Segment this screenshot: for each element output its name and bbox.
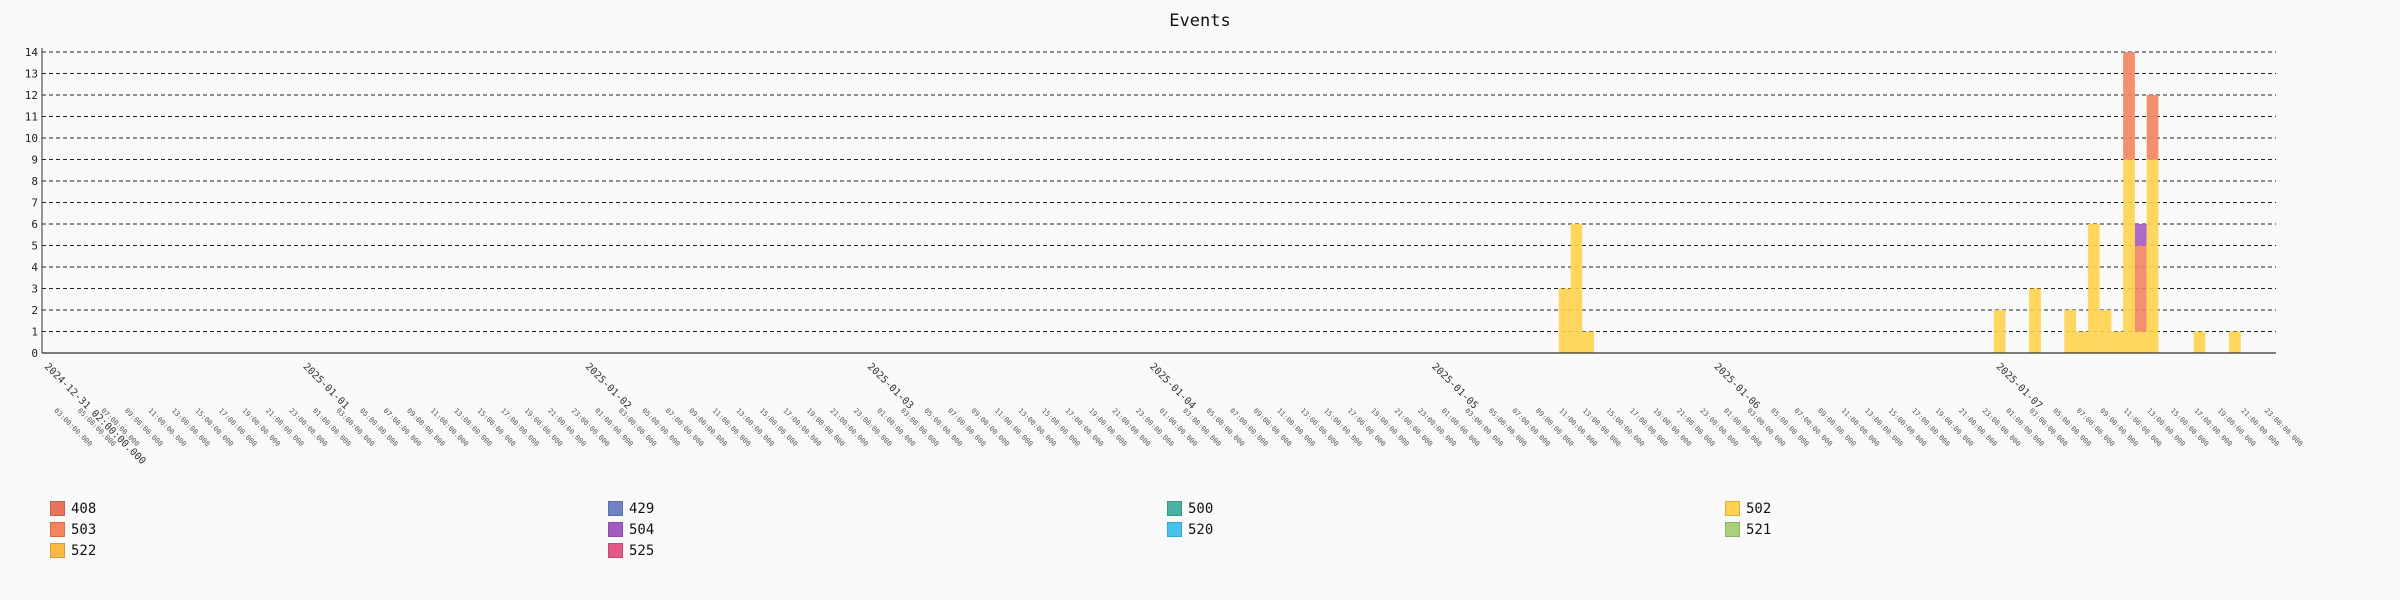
y-tick-label: 3 (31, 283, 38, 296)
bar-503 (2134, 245, 2147, 332)
x-date-tick-label: 2025-01-07 (1994, 361, 2044, 411)
chart-title: Events (1169, 11, 1230, 31)
legend-label: 525 (629, 542, 655, 559)
y-tick-label: 4 (31, 261, 38, 274)
bar-503 (2146, 95, 2159, 160)
legend-label: 503 (71, 521, 97, 538)
y-tick-label: 7 (31, 197, 38, 210)
legend-label: 502 (1746, 500, 1772, 517)
y-tick-label: 13 (25, 68, 38, 81)
legend-label: 429 (629, 500, 655, 517)
x-date-tick-label: 2025-01-03 (865, 361, 915, 411)
bar-502 (2123, 159, 2135, 353)
bar-502 (1570, 224, 1583, 353)
bar-502 (2029, 288, 2041, 353)
x-date-tick-label: 2025-01-04 (1147, 361, 1197, 411)
y-tick-label: 12 (25, 89, 38, 102)
legend-swatch (1167, 522, 1182, 537)
y-tick-label: 0 (31, 347, 38, 360)
legend-swatch (1725, 501, 1740, 516)
grid-lines (42, 51, 2276, 333)
bar-502 (1582, 331, 1595, 353)
legend-label: 520 (1188, 521, 1214, 538)
x-date-tick-label: 2025-01-01 (301, 361, 351, 411)
legend-swatch (1725, 522, 1740, 537)
x-date-tick-label: 2025-01-05 (1429, 361, 1479, 411)
bar-504 (2134, 224, 2147, 246)
legend-swatch (608, 522, 623, 537)
bar-503 (2123, 52, 2135, 160)
legend-row: 503 504 520 521 (50, 519, 2350, 540)
bar-502 (2099, 310, 2112, 353)
legend-item-525[interactable]: 525 (608, 540, 654, 561)
legend-label: 521 (1746, 521, 1772, 538)
legend-swatch (50, 543, 65, 558)
legend-item-520[interactable]: 520 (1167, 519, 1213, 540)
legend-item-522[interactable]: 522 (50, 540, 96, 561)
bar-502 (2087, 224, 2100, 353)
legend-item-504[interactable]: 504 (608, 519, 654, 540)
legend-item-408[interactable]: 408 (50, 498, 96, 519)
legend-item-502[interactable]: 502 (1725, 498, 1771, 519)
y-tick-label: 2 (31, 304, 38, 317)
legend-row: 522 525 (50, 540, 2350, 561)
legend-label: 522 (71, 542, 97, 559)
bar-502 (2193, 331, 2206, 353)
bar-502 (2064, 310, 2077, 353)
bars (1558, 52, 2241, 353)
legend-item-500[interactable]: 500 (1167, 498, 1213, 519)
bar-502 (1993, 310, 2006, 353)
legend: 408 429 500 502 503 504 520 521 522 525 (50, 498, 2350, 561)
x-axis: 03:00:00.00005:00:00.00007:00:00.00009:0… (42, 352, 2304, 467)
legend-swatch (50, 522, 65, 537)
legend-item-503[interactable]: 503 (50, 519, 96, 540)
y-tick-label: 9 (31, 154, 38, 167)
legend-swatch (1167, 501, 1182, 516)
legend-label: 504 (629, 521, 655, 538)
y-tick-label: 11 (25, 111, 38, 124)
y-tick-label: 5 (31, 240, 38, 253)
bar-502 (2134, 331, 2147, 353)
y-tick-label: 10 (25, 132, 38, 145)
bar-502 (1558, 288, 1571, 353)
y-tick-label: 14 (25, 46, 39, 59)
bar-502 (2076, 331, 2088, 353)
bar-502 (2111, 331, 2124, 353)
y-tick-label: 6 (31, 218, 38, 231)
y-tick-label: 1 (31, 326, 38, 339)
legend-item-521[interactable]: 521 (1725, 519, 1771, 540)
bar-502 (2146, 159, 2159, 353)
legend-swatch (608, 543, 623, 558)
legend-row: 408 429 500 502 (50, 498, 2350, 519)
bar-502 (2228, 331, 2241, 353)
x-date-tick-label: 2025-01-06 (1711, 361, 1761, 411)
legend-item-429[interactable]: 429 (608, 498, 654, 519)
legend-swatch (608, 501, 623, 516)
legend-label: 408 (71, 500, 97, 517)
legend-label: 500 (1188, 500, 1214, 517)
legend-swatch (50, 501, 65, 516)
y-tick-label: 8 (31, 175, 38, 188)
x-date-tick-label: 2025-01-02 (583, 361, 633, 411)
